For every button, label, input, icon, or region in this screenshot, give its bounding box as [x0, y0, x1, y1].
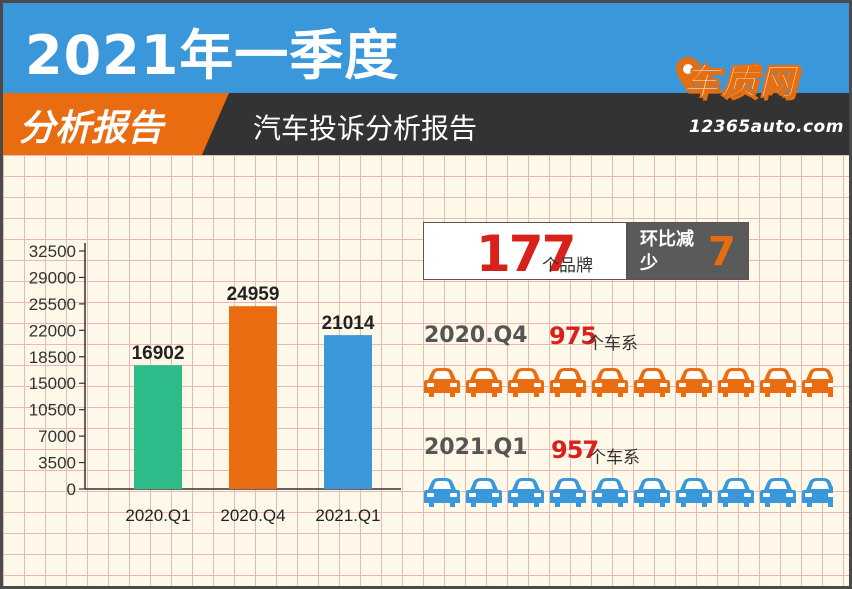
page-title: 2021年一季度: [25, 24, 400, 87]
series-quarter-label: 2021.Q1: [424, 435, 528, 460]
car-icon: [550, 368, 586, 397]
complaint-bar-chart: 0 3500 7000 10500 15000 18500 22000 25500 29000 3…: [29, 242, 401, 525]
car-icon: [676, 368, 712, 397]
car-icon: [760, 368, 796, 397]
series-quarter-label: 2020.Q4: [424, 323, 528, 348]
car-icon: [760, 478, 796, 507]
car-icon-cell: [507, 475, 545, 513]
change-value: 7: [708, 229, 736, 275]
subtitle-bar: 分析报告 汽车投诉分析报告: [3, 93, 849, 155]
car-icon: [718, 368, 754, 397]
series-count: 957: [551, 436, 599, 464]
car-icon: [802, 368, 833, 397]
series-unit: 个车系: [587, 334, 638, 354]
brand-logo: 车质网: [682, 62, 798, 104]
bar-value-label: 16902: [132, 343, 185, 364]
car-icon-cell: [675, 365, 713, 403]
x-tick-label: 2020.Q1: [125, 506, 190, 525]
title-banner: 2021年一季度: [3, 3, 849, 93]
series-count: 975: [549, 322, 597, 350]
car-icon: [676, 478, 712, 507]
car-icon-cell: [717, 365, 755, 403]
brand-url: 12365auto.com: [689, 117, 844, 137]
car-icon: [466, 368, 502, 397]
car-icon: [592, 478, 628, 507]
brands-count: 177: [476, 225, 576, 283]
change-card: 环比减少 7: [627, 222, 749, 280]
x-tick-label: 2020.Q4: [220, 506, 285, 525]
car-icon-cell: [423, 365, 461, 403]
car-icon-cell: [717, 475, 755, 513]
series-unit: 个车系: [589, 448, 640, 468]
car-icon-row: [423, 473, 833, 513]
car-icon-cell: [465, 365, 503, 403]
car-icon-cell: [591, 365, 629, 403]
car-icon-cell: [591, 475, 629, 513]
car-icon-cell: [759, 475, 797, 513]
x-tick-label: 2021.Q1: [315, 506, 380, 525]
car-icon-cell: [633, 365, 671, 403]
y-tick-label: 7000: [38, 427, 76, 446]
car-icon-cell: [465, 475, 503, 513]
location-pin-icon: [676, 57, 700, 91]
y-tick-label: 32500: [29, 242, 76, 261]
brands-unit: 个品牌: [542, 256, 593, 276]
y-tick-label: 0: [67, 480, 76, 499]
y-tick-label: 22000: [29, 321, 76, 340]
car-icon: [424, 478, 460, 507]
car-icon-row: [423, 363, 833, 403]
bar: [134, 365, 182, 489]
bar: [229, 306, 277, 489]
bar: [324, 335, 372, 489]
car-icon-cell: [801, 365, 833, 403]
car-icon-cell: [549, 365, 587, 403]
car-icon: [634, 368, 670, 397]
y-tick-label: 15000: [29, 374, 76, 393]
y-tick-label: 10500: [29, 401, 76, 420]
car-icon-cell: [549, 475, 587, 513]
car-icon-cell: [507, 365, 545, 403]
car-icon: [508, 478, 544, 507]
report-tab: 分析报告: [3, 93, 229, 155]
car-icon: [592, 368, 628, 397]
brands-card: 177 个品牌: [423, 222, 627, 283]
bar-value-label: 24959: [227, 284, 280, 305]
y-tick-label: 29000: [29, 268, 76, 287]
report-subtitle: 汽车投诉分析报告: [253, 112, 478, 145]
y-tick-label: 3500: [38, 454, 76, 473]
car-icon: [550, 478, 586, 507]
car-icon: [508, 368, 544, 397]
bar-value-label: 21014: [322, 313, 375, 334]
car-icon: [634, 478, 670, 507]
car-icon-cell: [423, 475, 461, 513]
y-tick-label: 18500: [29, 348, 76, 367]
car-icon-cell: [633, 475, 671, 513]
car-icon: [718, 478, 754, 507]
report-tab-label: 分析报告: [19, 108, 164, 149]
bars: 16902 2020.Q1 24959 2020.Q4 21014 2021.Q1: [125, 284, 380, 525]
y-tick-label: 25500: [29, 295, 76, 314]
car-icon: [466, 478, 502, 507]
change-label: 环比减少: [640, 229, 694, 274]
car-icon-cell: [759, 365, 797, 403]
car-icon: [802, 478, 833, 507]
car-icon-cell: [801, 475, 833, 513]
car-icon-cell: [675, 475, 713, 513]
car-icon: [424, 368, 460, 397]
